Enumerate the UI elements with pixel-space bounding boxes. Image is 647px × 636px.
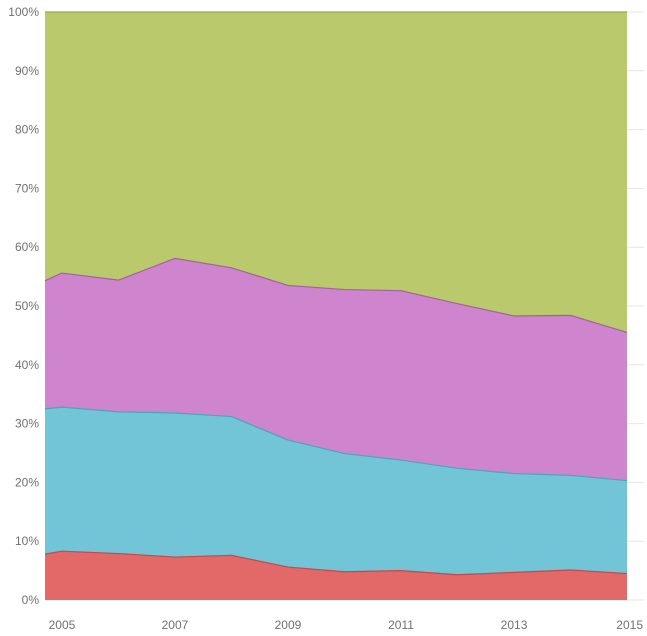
y-tick-label-4: 40% — [15, 358, 39, 372]
y-tick-label-2: 20% — [15, 475, 39, 489]
y-tick-label-0: 0% — [22, 593, 40, 607]
x-tick-label-2: 2009 — [275, 618, 302, 632]
y-axis-tick-labels: 0% 10% 20% 30% 40% 50% 60% 70% 80% 90% 100% — [8, 5, 39, 607]
y-tick-label-3: 30% — [15, 417, 39, 431]
plot-areas — [45, 12, 628, 600]
y-tick-label-5: 50% — [15, 299, 39, 313]
y-tick-label-8: 80% — [15, 123, 39, 137]
x-tick-label-1: 2007 — [162, 618, 189, 632]
series-line-0 — [44, 550, 628, 576]
y-tick-label-1: 10% — [15, 534, 39, 548]
series-area-1 — [45, 407, 628, 575]
y-tick-label-9: 90% — [15, 64, 39, 78]
series-line-2 — [44, 257, 628, 334]
series-lines — [44, 11, 628, 576]
y-tick-label-6: 60% — [15, 240, 39, 254]
x-tick-label-5: 2015 — [616, 618, 643, 632]
series-area-0 — [45, 551, 628, 600]
y-tick-label-10: 100% — [8, 5, 39, 19]
x-tick-label-3: 2011 — [388, 618, 414, 632]
x-axis-tick-labels: 2005 2007 2009 2011 2013 2015 — [49, 618, 644, 632]
y-tick-label-7: 70% — [15, 181, 39, 195]
x-tick-label-0: 2005 — [49, 618, 76, 632]
series-line-1 — [44, 406, 628, 482]
series-area-3 — [45, 12, 628, 333]
series-area-2 — [45, 258, 628, 481]
x-tick-label-4: 2013 — [501, 618, 528, 632]
